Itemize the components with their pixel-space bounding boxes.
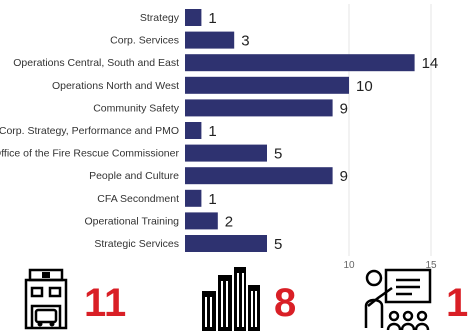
data-label: 5 — [274, 236, 282, 253]
data-label: 2 — [225, 213, 233, 230]
bar — [185, 54, 415, 72]
category-label: People and Culture — [89, 170, 179, 182]
bar — [185, 99, 333, 117]
stat-city: 8 — [200, 262, 296, 334]
data-label: 1 — [208, 10, 216, 27]
bar — [185, 31, 235, 49]
category-label: Corp. Strategy, Performance and PMO — [0, 125, 179, 137]
city-buildings-icon — [202, 267, 260, 331]
stat-presentation: 1 — [362, 262, 468, 334]
bar — [185, 189, 202, 207]
bar — [185, 235, 267, 252]
stat-value-city: 8 — [274, 281, 297, 325]
category-label: Office of the Fire Rescue Commissioner — [0, 148, 179, 160]
bar — [185, 122, 202, 139]
fire-station-icon — [24, 268, 68, 330]
data-label: 1 — [208, 191, 216, 208]
stats-row: 11 — [0, 262, 472, 334]
category-label: Strategic Services — [94, 238, 179, 250]
bar — [185, 76, 349, 94]
category-label: Operational Training — [84, 215, 179, 227]
presentation-icon — [364, 268, 432, 331]
bar — [185, 167, 333, 185]
category-label: Strategy — [140, 12, 180, 24]
category-label: Operations North and West — [52, 80, 179, 92]
x-tick-label: 10 — [343, 260, 355, 271]
bar — [185, 144, 267, 162]
stat-fire-station: 11 — [20, 262, 126, 334]
data-label: 5 — [274, 146, 282, 163]
category-label: Community Safety — [93, 102, 180, 114]
bar — [185, 212, 218, 230]
bar — [185, 9, 202, 26]
category-label: Operations Central, South and East — [13, 57, 179, 69]
stat-value-presentation: 1 — [446, 281, 469, 325]
category-label: Corp. Services — [110, 35, 179, 47]
data-label: 3 — [241, 33, 249, 50]
data-label: 10 — [356, 78, 373, 95]
category-label: CFA Secondment — [97, 193, 179, 205]
data-label: 1 — [208, 123, 216, 140]
data-label: 14 — [422, 55, 439, 72]
x-tick-label: 15 — [425, 260, 437, 271]
data-label: 9 — [340, 168, 348, 185]
stat-value-fire-station: 11 — [84, 281, 127, 325]
data-label: 9 — [340, 100, 348, 117]
